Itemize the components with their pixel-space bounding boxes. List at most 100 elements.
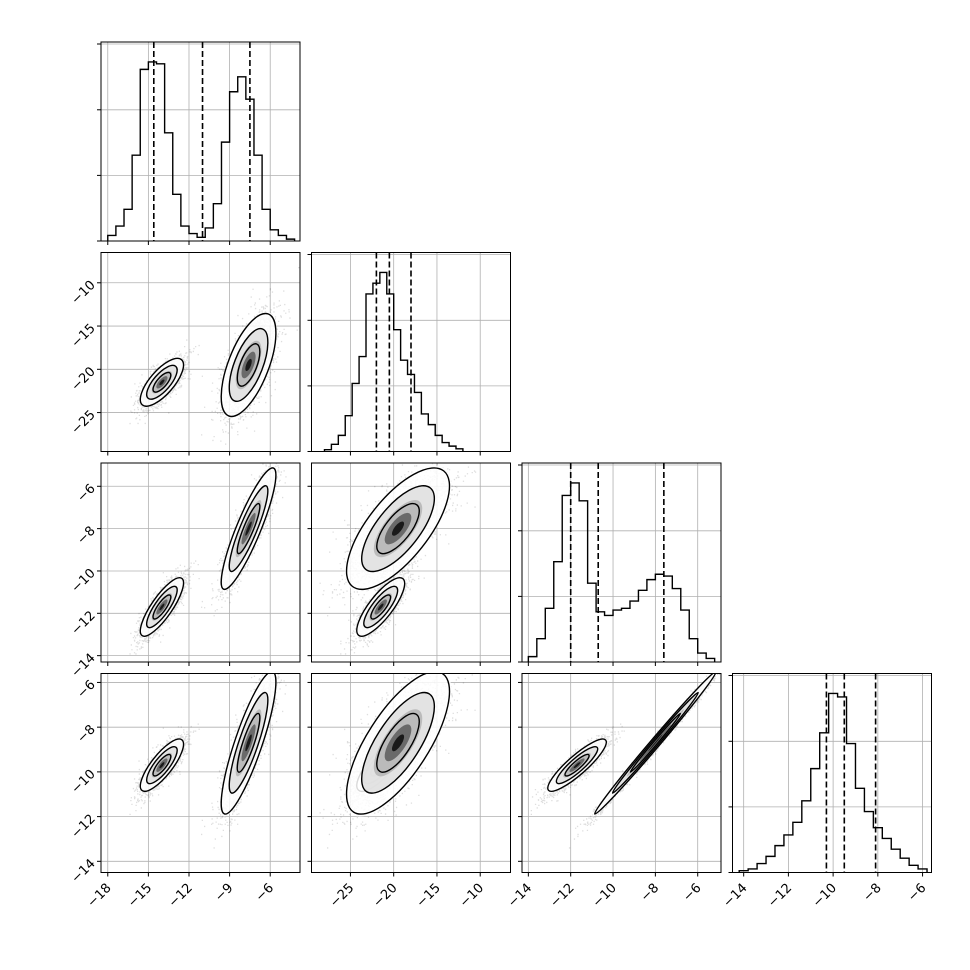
- panel-content: [732, 673, 932, 873]
- scatter-points-1-0: [129, 267, 300, 445]
- contour-1-0: [629, 712, 682, 773]
- density-group-1: [220, 673, 277, 817]
- contour-0-0: [564, 753, 590, 777]
- panel-frame: [521, 462, 722, 663]
- density-fill-4: [245, 521, 252, 536]
- density-fill-4: [391, 734, 405, 752]
- panel-3-1: −25 −20 −15 −10: [307, 673, 511, 911]
- contour-0-1: [145, 746, 178, 785]
- y-tick-label: −14: [69, 856, 99, 886]
- contour-1-0: [376, 712, 420, 773]
- histogram-1: [323, 271, 464, 452]
- x-tick-label: −12: [166, 881, 196, 911]
- contour-1-0: [236, 712, 261, 773]
- x-tick-label: −6: [253, 881, 277, 905]
- x-tick-label: −8: [861, 881, 885, 905]
- histogram-0: [107, 61, 296, 241]
- panel-frame: [100, 252, 301, 452]
- contour-0-2: [139, 577, 185, 637]
- panel-content: [522, 463, 721, 662]
- x-tick-label: −10: [590, 881, 620, 911]
- density-group-0: [546, 738, 608, 793]
- x-tick-label: −10: [457, 881, 487, 911]
- contour-1-1: [611, 691, 699, 794]
- contour-1-1: [228, 327, 269, 403]
- panel-0-0: [97, 41, 301, 245]
- panel-3-3: −14 −12 −10 −8 −6: [721, 673, 932, 911]
- density-fill-4: [245, 358, 252, 372]
- density-group-0: [139, 357, 185, 408]
- x-tick-label: −18: [85, 881, 115, 911]
- panel-frame: [100, 41, 301, 242]
- y-tick-label: −10: [69, 278, 99, 308]
- density-fill-4: [159, 379, 165, 386]
- contour-0-0: [152, 753, 172, 777]
- y-tick-label: −10: [69, 566, 99, 596]
- x-tick-label: −6: [905, 881, 929, 905]
- density-fill-4: [159, 762, 165, 769]
- contour-0-2: [139, 357, 185, 407]
- contour-0-1: [145, 585, 178, 629]
- density-group-0: [355, 576, 406, 638]
- y-tick-label: −15: [69, 321, 99, 351]
- x-tick-label: −9: [212, 881, 236, 905]
- histogram-3: [738, 692, 928, 873]
- contour-1-2: [220, 673, 277, 815]
- contour-1-1: [360, 691, 436, 794]
- x-tick-label: −25: [327, 881, 357, 911]
- contour-1-1: [228, 691, 269, 794]
- panel-3-2: −14 −12 −10 −8 −6: [505, 673, 722, 911]
- contour-1-2: [220, 467, 277, 591]
- contour-0-2: [139, 738, 185, 793]
- x-tick-label: −20: [371, 881, 401, 911]
- panel-2-1: [307, 462, 511, 666]
- contour-1-1: [360, 485, 436, 573]
- panel-content: [311, 463, 511, 662]
- y-tick-label: −12: [69, 812, 99, 842]
- x-tick-label: −8: [638, 881, 662, 905]
- y-tick-label: −12: [69, 608, 99, 638]
- density-fill-4: [245, 734, 252, 752]
- panel-content: [522, 673, 721, 873]
- x-tick-label: −12: [765, 881, 795, 911]
- panel-content: [101, 673, 300, 873]
- contour-0-1: [363, 585, 399, 629]
- panel-frame: [311, 462, 511, 663]
- contour-0-0: [370, 594, 392, 620]
- density-group-0: [139, 738, 185, 793]
- density-fill-4: [648, 734, 663, 752]
- y-tick-label: −14: [69, 651, 99, 681]
- panel-content: [311, 252, 511, 452]
- x-tick-label: −15: [414, 881, 444, 911]
- panel-frame: [732, 673, 932, 873]
- panel-2-2: [518, 462, 722, 666]
- panel-content: [101, 42, 300, 241]
- panel-1-0: −25 −20 −15 −10: [69, 252, 301, 456]
- x-tick-label: −14: [505, 881, 535, 911]
- panel-frame: [100, 673, 301, 873]
- panel-frame: [100, 462, 301, 663]
- density-fill-4: [159, 603, 165, 611]
- x-tick-label: −6: [680, 881, 704, 905]
- contour-1-0: [236, 343, 261, 387]
- density-fill-4: [377, 603, 384, 611]
- y-tick-label: −8: [74, 722, 98, 746]
- y-tick-label: −8: [74, 524, 98, 548]
- contour-0-1: [555, 746, 599, 785]
- density-fill-4: [573, 762, 581, 769]
- panel-content: [101, 463, 300, 662]
- y-tick-label: −25: [69, 408, 99, 438]
- contour-1-2: [345, 467, 451, 591]
- y-tick-label: −6: [74, 677, 98, 701]
- panel-frame: [521, 673, 722, 873]
- contour-1-2: [593, 673, 717, 815]
- contour-1-2: [220, 312, 277, 418]
- histogram-2: [527, 482, 716, 662]
- density-group-1: [220, 465, 277, 592]
- y-tick-label: −20: [69, 364, 99, 394]
- x-tick-label: −15: [125, 881, 155, 911]
- x-tick-label: −10: [810, 881, 840, 911]
- contour-1-0: [376, 502, 420, 555]
- density-group-1: [220, 311, 277, 419]
- panel-content: [311, 673, 511, 873]
